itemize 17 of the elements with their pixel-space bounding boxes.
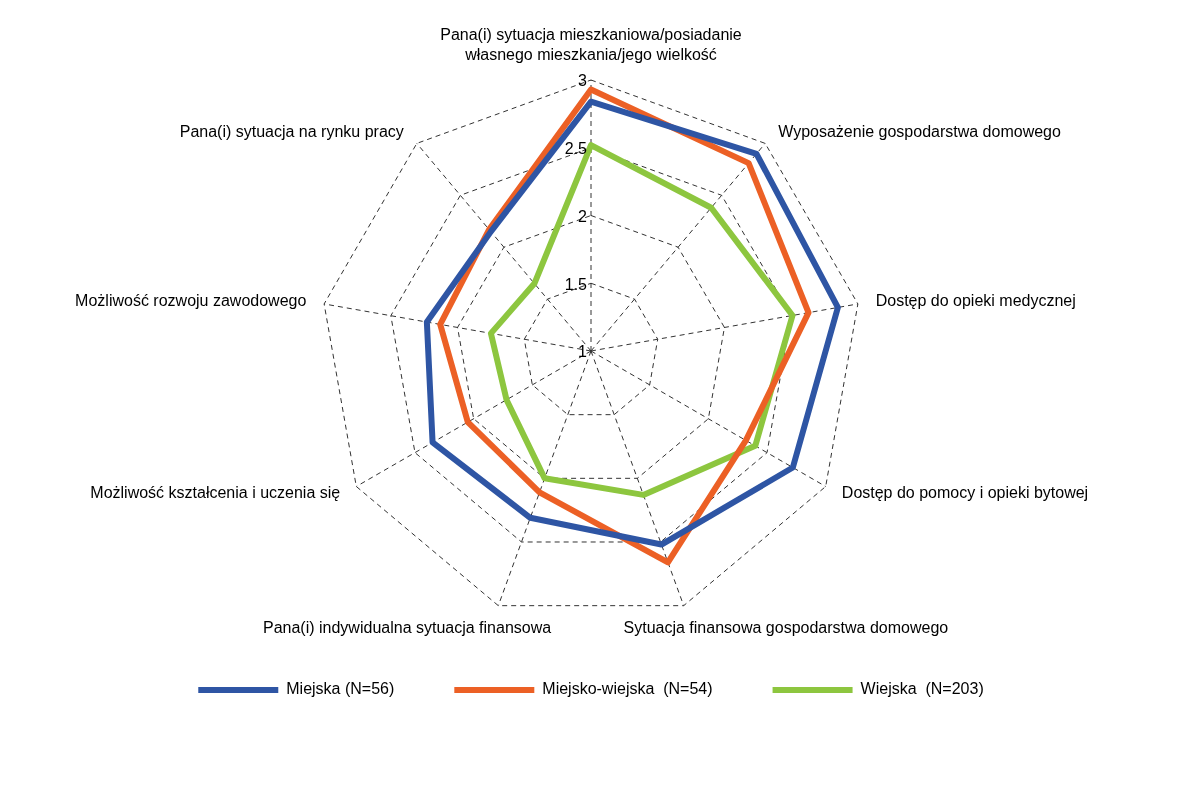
y-tick-label: 2 [578, 207, 588, 225]
legend-label: Wiejska (N=203) [860, 680, 984, 698]
spoke-label: Dostęp do opieki medycznej [875, 291, 1076, 309]
spoke-label: Pana(i) sytuacja mieszkaniowa/posiadanie własnego mieszkania/jego wielkość [440, 26, 742, 64]
spoke-label: Sytuacja finansowa gospodarstwa domowego [623, 619, 949, 637]
legend-label: Miejska (N=56) [286, 680, 395, 698]
y-tick-label: 3 [578, 72, 588, 90]
spoke-label: Wyposażenie gospodarstwa domowego [778, 123, 1061, 141]
spoke-label: Możliwość kształcenia i uczenia się [90, 483, 341, 501]
spoke-label: Dostęp do pomocy i opieki bytowej [841, 483, 1089, 501]
y-tick-label: 1 [578, 343, 588, 361]
y-tick-label: 2.5 [564, 140, 588, 158]
spoke-label: Możliwość rozwoju zawodowego [75, 291, 307, 309]
y-tick-label: 1.5 [564, 275, 588, 293]
spoke-label: Pana(i) indywidualna sytuacja finansowa [262, 619, 552, 637]
legend-label: Miejsko-wiejska (N=54) [542, 680, 713, 698]
spoke-label: Pana(i) sytuacja na rynku pracy [179, 123, 404, 141]
